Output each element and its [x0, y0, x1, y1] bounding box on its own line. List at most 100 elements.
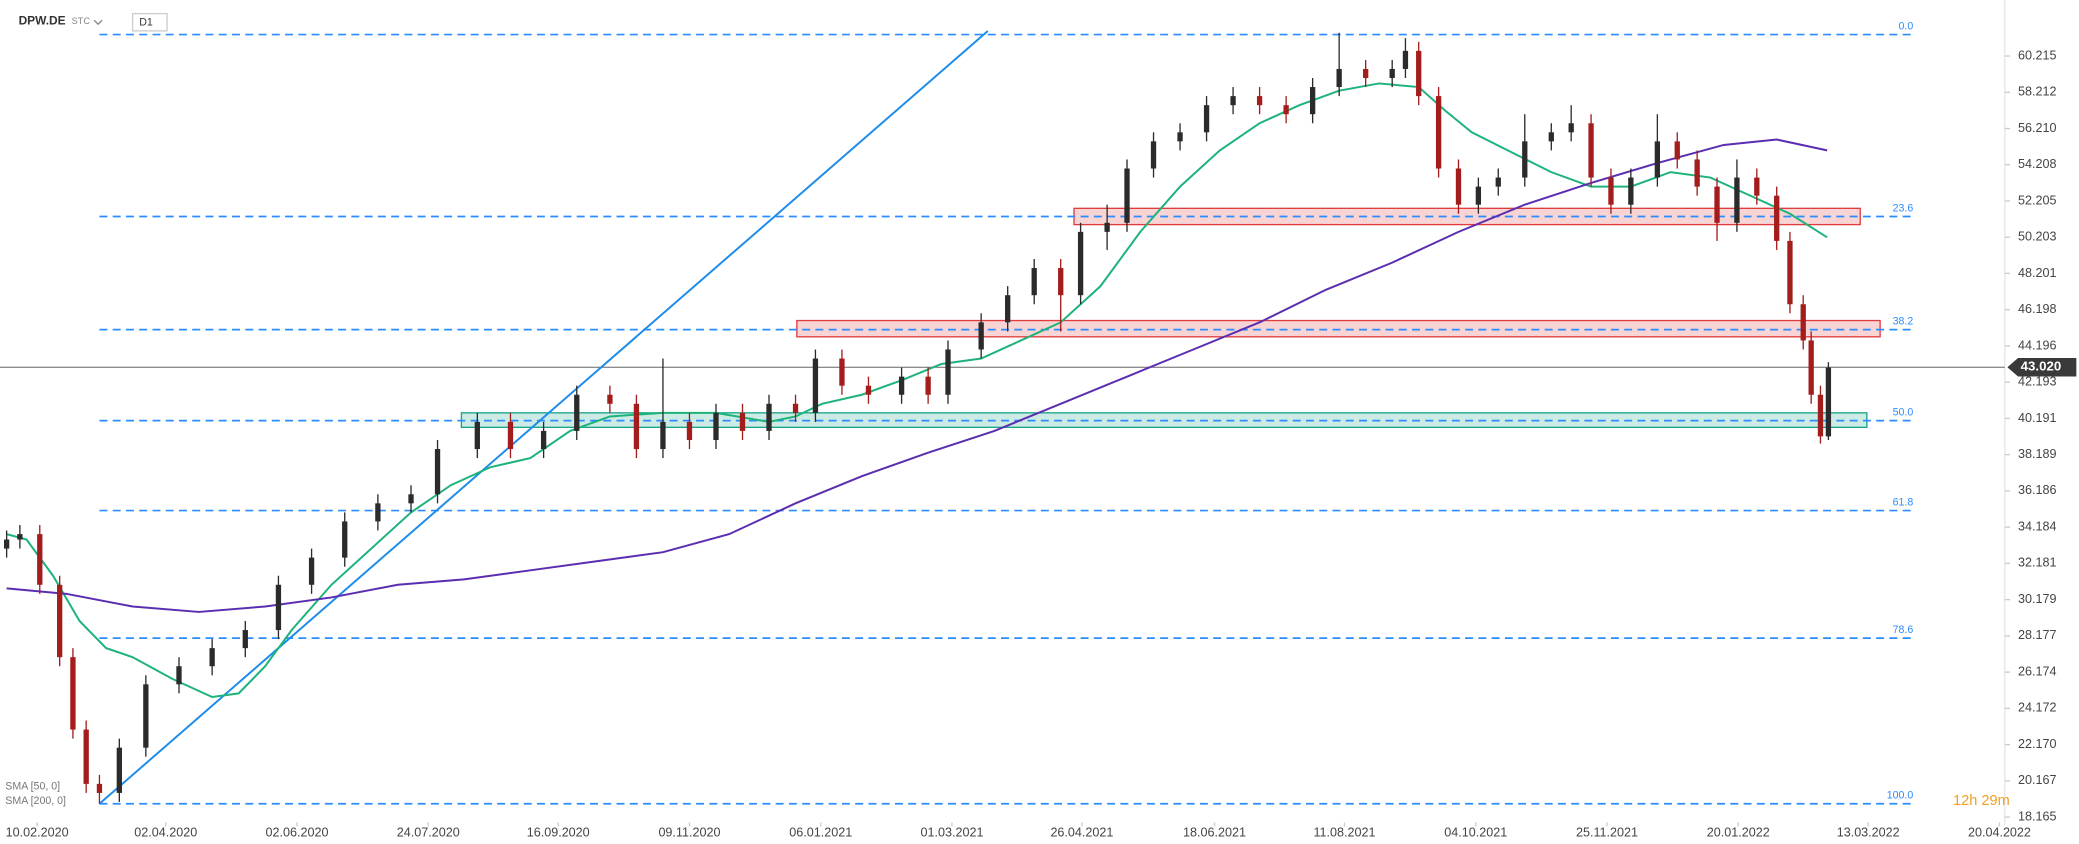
- candle-body: [574, 394, 580, 431]
- candle-body: [507, 421, 514, 450]
- x-tick-label: 04.10.2021: [1444, 825, 1507, 839]
- candle-body: [1800, 304, 1806, 341]
- candle-body: [1402, 50, 1409, 69]
- x-tick-label: 01.03.2021: [921, 825, 984, 839]
- candle-body: [1416, 50, 1422, 97]
- y-tick-label: 30.179: [2018, 592, 2056, 606]
- fib-label: 50.0: [1893, 406, 1914, 418]
- candle-body: [1363, 68, 1369, 79]
- candle-body: [633, 403, 640, 450]
- y-tick-label: 40.191: [2018, 411, 2056, 425]
- candle-body: [1256, 96, 1263, 106]
- fib-label: 78.6: [1893, 624, 1914, 636]
- candle-body: [1714, 186, 1720, 223]
- current-price-label: 43.020: [2021, 359, 2062, 374]
- candle-body: [37, 534, 43, 585]
- candle-body: [766, 403, 772, 431]
- candle-body: [1654, 141, 1661, 178]
- candle-body: [1734, 177, 1740, 223]
- candle-body: [1031, 268, 1037, 296]
- candle-body: [1628, 177, 1634, 205]
- x-tick-label: 18.06.2021: [1183, 825, 1246, 839]
- candle-body: [607, 394, 613, 404]
- candle-body: [1787, 240, 1793, 305]
- y-tick-label: 56.210: [2018, 121, 2056, 135]
- candle-body: [865, 385, 872, 395]
- candle-body: [308, 557, 315, 585]
- candle-body: [1150, 141, 1157, 169]
- candle-body: [1005, 295, 1011, 323]
- candle-body: [70, 657, 76, 730]
- candle-body: [3, 539, 10, 549]
- y-tick-label: 36.186: [2018, 483, 2056, 497]
- x-tick-label: 02.06.2020: [266, 825, 329, 839]
- x-tick-label: 16.09.2020: [527, 825, 590, 839]
- candle-body: [375, 503, 381, 522]
- candle-body: [1283, 105, 1289, 115]
- interval[interactable]: D1: [139, 17, 153, 29]
- candle-body: [1825, 367, 1832, 437]
- y-tick-label: 52.205: [2018, 193, 2056, 207]
- interval-box[interactable]: [131, 12, 168, 32]
- y-tick-label: 34.184: [2018, 519, 2056, 533]
- candle-body: [1694, 159, 1700, 187]
- y-tick-label: 60.215: [2018, 48, 2056, 62]
- fib-label: 61.8: [1893, 496, 1914, 508]
- candle-body: [242, 630, 248, 649]
- candle-body: [57, 584, 63, 658]
- candle-body: [540, 430, 547, 450]
- candle-body: [739, 412, 746, 431]
- candle-body: [812, 358, 819, 413]
- fib-label: 0.0: [1899, 20, 1914, 32]
- y-tick-label: 26.174: [2018, 664, 2056, 678]
- candle-body: [1077, 231, 1084, 296]
- x-tick-label: 06.01.2021: [789, 825, 852, 839]
- candle-body: [1309, 87, 1316, 115]
- y-tick-label: 18.165: [2018, 809, 2056, 823]
- candle-body: [17, 534, 23, 540]
- candle-body: [925, 376, 931, 395]
- candle-body: [176, 666, 182, 685]
- candle-body: [1389, 68, 1395, 79]
- candle-body: [1124, 168, 1130, 223]
- candle-body: [713, 412, 719, 440]
- sma-line: [6, 138, 1828, 613]
- candle-body: [1177, 132, 1183, 142]
- x-tick-label: 09.11.2020: [658, 825, 720, 839]
- symbol[interactable]: DPW.DE: [19, 14, 66, 28]
- candle-body: [1058, 268, 1064, 296]
- candle-body: [1230, 96, 1236, 106]
- sma-line: [6, 82, 1828, 699]
- candle-body: [839, 358, 845, 386]
- candle-body: [1774, 195, 1780, 241]
- x-tick-label: 11.08.2021: [1313, 825, 1375, 839]
- legend-sma200: SMA [200, 0]: [5, 795, 66, 807]
- x-tick-label: 13.03.2022: [1837, 825, 1900, 839]
- candle-body: [660, 421, 666, 450]
- candle-body: [1808, 340, 1814, 395]
- candle-body: [474, 421, 480, 450]
- x-tick-label: 25.11.2021: [1576, 825, 1638, 839]
- candle-body: [686, 421, 693, 440]
- dropdown-icon: [93, 19, 103, 26]
- candle-body: [792, 403, 799, 413]
- candle-body: [898, 376, 905, 395]
- y-tick-label: 22.170: [2018, 737, 2056, 751]
- candle-body: [1674, 141, 1680, 160]
- y-tick-label: 24.172: [2018, 701, 2056, 715]
- candle-body: [209, 648, 215, 667]
- market[interactable]: STC: [72, 16, 91, 26]
- x-tick-label: 24.07.2020: [397, 825, 460, 839]
- y-tick-label: 58.212: [2018, 85, 2056, 99]
- fib-label: 38.2: [1893, 315, 1914, 327]
- x-tick-label: 10.02.2020: [6, 825, 69, 839]
- candle-body: [1522, 141, 1528, 178]
- y-tick-label: 32.181: [2018, 556, 2056, 570]
- candle-body: [1588, 123, 1594, 178]
- candle-body: [1475, 186, 1482, 205]
- candle-body: [408, 494, 414, 504]
- y-tick-label: 20.167: [2018, 773, 2056, 787]
- candle-body: [1548, 132, 1554, 142]
- candle-body: [1754, 177, 1760, 196]
